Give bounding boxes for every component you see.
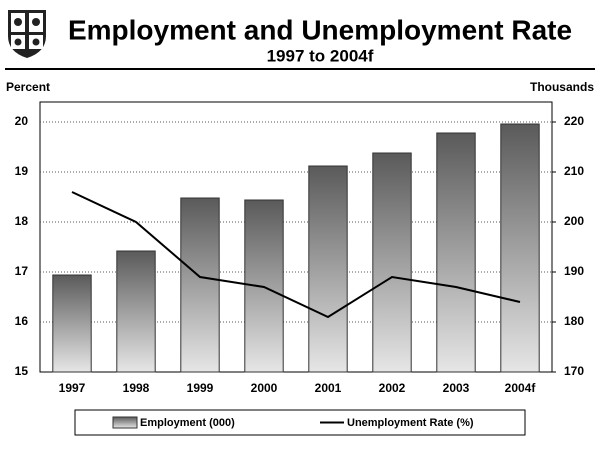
logo (8, 10, 46, 58)
chart-title: Employment and Unemployment Rate (68, 14, 572, 45)
bar (308, 165, 348, 373)
legend-label: Unemployment Rate (%) (347, 417, 474, 429)
bar (372, 152, 412, 373)
y2-tick-label: 220 (564, 114, 584, 128)
bar (180, 197, 220, 373)
x-tick-label: 2001 (315, 381, 342, 395)
y2-tick-label: 210 (564, 164, 584, 178)
legend-label: Employment (000) (140, 417, 235, 429)
bar (52, 274, 92, 373)
legend (74, 409, 526, 436)
y-axis-label: Percent (6, 80, 50, 94)
legend-swatch (112, 416, 138, 429)
line (71, 191, 521, 319)
bar (116, 250, 156, 373)
x-tick-label: 2003 (443, 381, 470, 395)
plot-frame (39, 101, 553, 373)
y2-tick-label: 180 (564, 314, 584, 328)
y-tick-label: 16 (15, 314, 29, 328)
x-tick-label: 2002 (379, 381, 406, 395)
y2-tick-label: 200 (564, 214, 584, 228)
x-tick-label: 1997 (59, 381, 86, 395)
x-tick-label: 1998 (123, 381, 150, 395)
y2-tick-label: 190 (564, 264, 584, 278)
chart-subtitle: 1997 to 2004f (267, 46, 374, 65)
bar (436, 132, 476, 373)
y-tick-label: 17 (15, 264, 29, 278)
x-tick-label: 1999 (187, 381, 214, 395)
x-tick-label: 2004f (505, 381, 537, 395)
y-tick-label: 15 (15, 364, 29, 378)
y-tick-label: 19 (15, 164, 29, 178)
x-tick-label: 2000 (251, 381, 278, 395)
y-tick-label: 18 (15, 214, 29, 228)
y-tick-label: 20 (15, 114, 29, 128)
y2-tick-label: 170 (564, 364, 584, 378)
bar (500, 123, 540, 373)
y2-axis-label: Thousands (530, 80, 594, 94)
